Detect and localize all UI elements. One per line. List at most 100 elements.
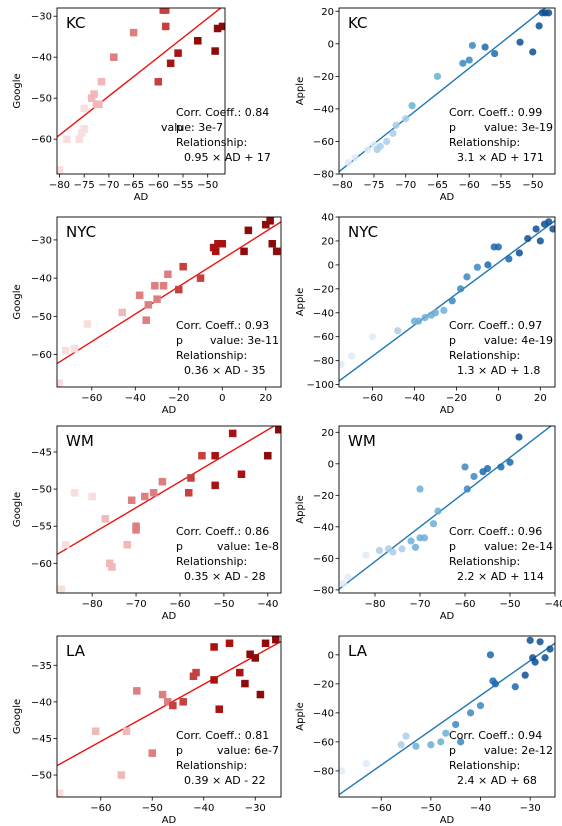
y-tick-label: −35 [31,661,52,672]
panel-kc-google: −80 −75 −70 −65 −60 −55 −50−60−50−40−30ADGoogl… [12,7,271,203]
data-point [459,59,467,67]
y-tick-label: −60 [31,135,52,146]
x-tick-label: −50 [213,599,234,610]
x-tick-label: 0 [219,393,225,404]
x-tick-label: −65 [427,180,448,191]
y-tick-label: −50 [31,94,52,105]
data-point [548,426,553,427]
data-point [468,41,477,50]
data-point [532,225,540,233]
data-point [402,115,410,123]
data-point [132,526,140,534]
data-point [264,451,272,460]
relationship-equation: 0.35 × AD - 28 [184,570,266,583]
data-point [362,760,370,768]
y-tick-label: −45 [31,734,52,745]
data-point [394,327,402,335]
y-tick-label: −40 [313,522,334,533]
y-tick-label: −60 [31,559,52,570]
y-axis-label: Google [12,284,23,319]
data-point [174,49,182,57]
data-point [61,346,70,355]
data-point [80,104,88,113]
data-point [149,489,158,497]
data-point [237,470,246,478]
data-point [211,47,219,55]
data-point [212,247,220,256]
data-point [151,282,159,290]
data-point [491,49,499,58]
x-axis-label: AD [162,815,177,826]
y-tick-label: −40 [31,274,52,285]
data-point [389,129,397,137]
corr-coeff-text: Corr. Coeff.: 0.99 [449,106,542,119]
data-point [526,636,534,644]
y-tick-label: −55 [31,522,52,533]
data-point [536,638,544,646]
axes-frame [56,425,282,594]
x-tick-label: −30 [520,803,541,814]
x-axis-label: AD [440,192,455,203]
data-point [339,360,345,368]
data-point [437,738,445,746]
panel-title: WM [348,432,376,450]
data-point [153,295,161,303]
y-tick-label: −40 [31,697,52,708]
y-tick-label: −60 [31,350,52,361]
y-tick-label: 20 [321,236,334,247]
data-point [511,683,519,691]
panel-title: LA [66,642,86,660]
data-point [549,225,555,233]
axes-frame [338,216,556,388]
data-point [272,636,280,644]
data-point [461,463,469,471]
panel-la-apple: −60 −50 −40 −30 −80 −60 −40 −20 0 AD Apple LA Corr. … [295,635,556,826]
data-point [535,22,543,30]
relationship-label: Relationship: [449,555,520,568]
data-point [251,654,260,662]
data-point [185,489,193,497]
data-point [194,37,202,45]
data-point [218,22,225,31]
x-tick-label: −70 [126,599,147,610]
data-point [110,53,118,61]
data-point [408,102,416,110]
x-tick-label: −50 [420,803,441,814]
data-point [117,771,126,779]
data-point [122,727,131,735]
data-point [256,690,265,699]
data-point [57,166,64,174]
p-value-text: value: 2e-14 [484,540,553,553]
data-point [420,534,429,542]
relationship-label: Relationship: [176,136,247,149]
data-point [407,537,415,545]
x-tick-label: −50 [499,599,520,610]
y-tick-label: −30 [31,235,52,246]
data-point [344,159,353,167]
data-point [368,333,377,341]
axes-frame [338,425,556,594]
data-point [376,142,384,150]
x-axis-label: AD [162,611,177,622]
y-tick-label: −60 [313,737,334,748]
data-point [148,749,157,757]
data-point [452,720,460,729]
p-label-text: p [449,744,456,757]
data-point [83,320,92,328]
corr-coeff-text: Corr. Coeff.: 0.84 [176,106,269,119]
x-tick-label: 20 [534,393,547,404]
relationship-equation: 0.39 × AD - 22 [184,774,266,787]
data-point [70,345,79,353]
data-point [416,485,424,493]
data-point [123,541,132,549]
data-point [531,658,539,666]
data-point [545,9,553,17]
panel-wm-google: −80 −70 −60 −50 −40 −60 −55 −50 −45 AD Google WM Cor… [12,425,282,622]
corr-coeff-text: Corr. Coeff.: 0.97 [449,319,542,332]
y-tick-label: −20 [313,679,334,690]
corr-coeff-text: Corr. Coeff.: 0.93 [176,319,269,332]
data-point [118,308,126,317]
y-tick-label: −80 [313,170,334,181]
y-tick-label: −60 [313,332,334,343]
